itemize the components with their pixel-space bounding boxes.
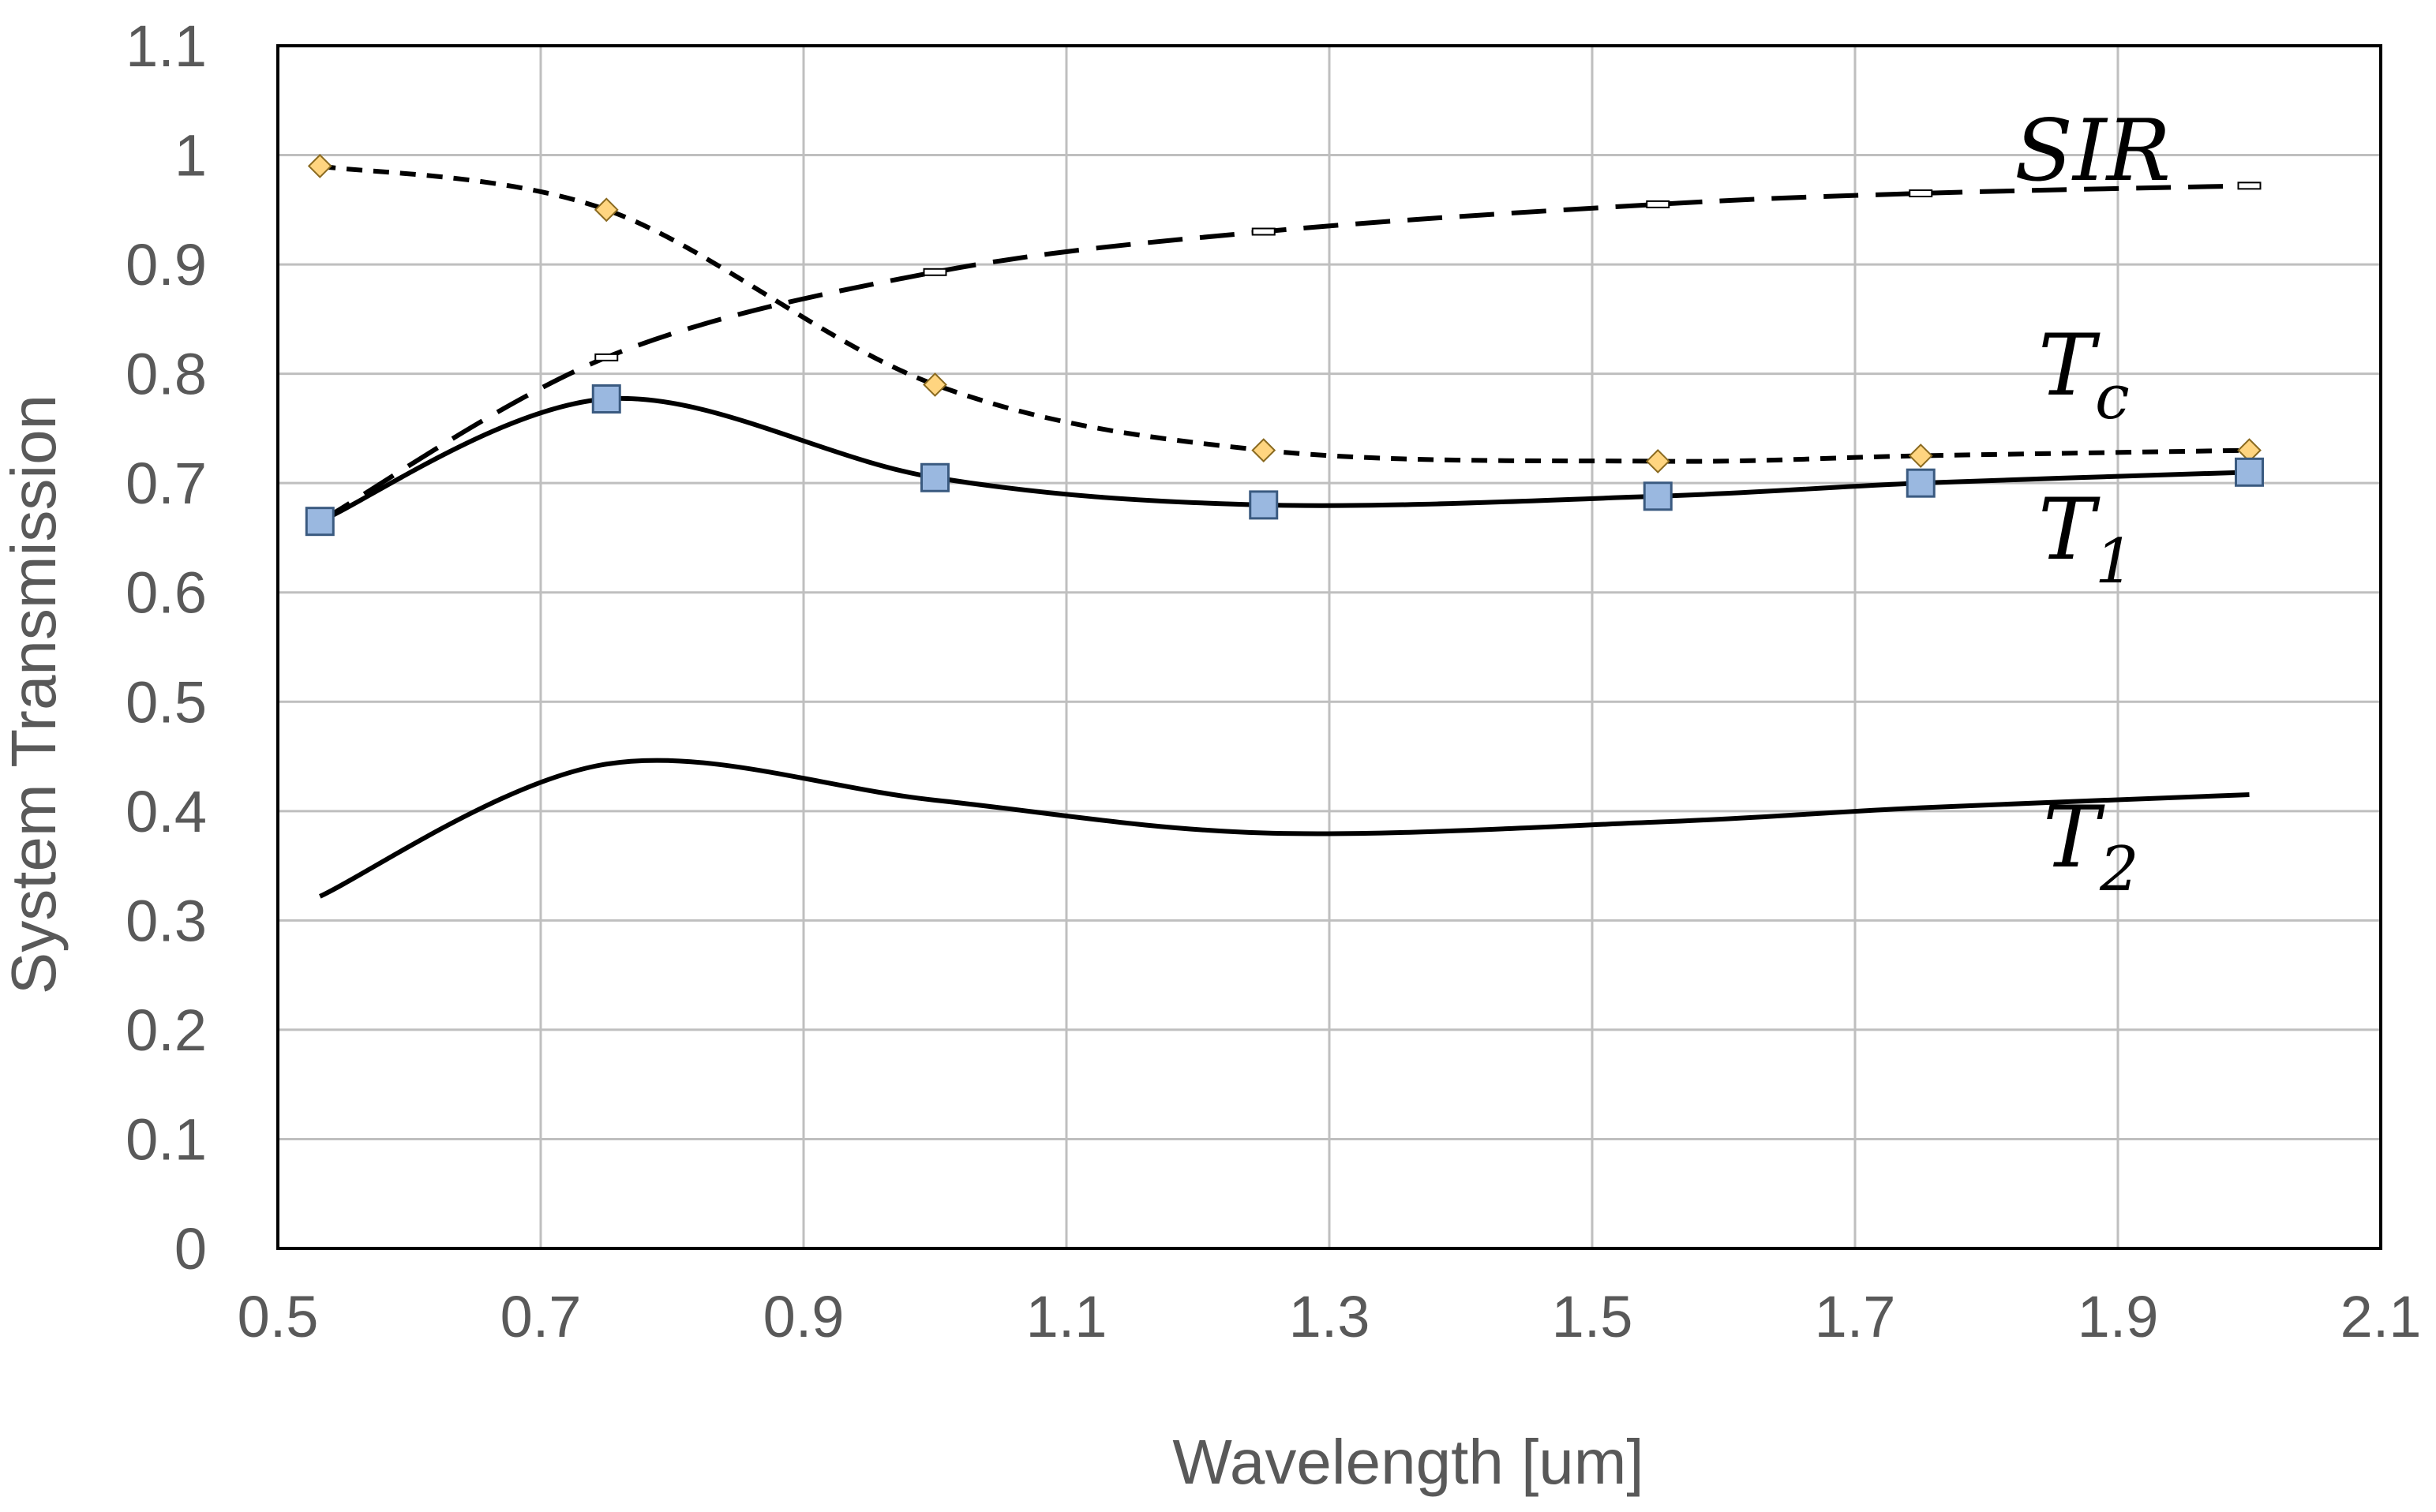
x-axis-title: Wavelength [um] <box>1172 1427 1643 1497</box>
series-label-sir: SIR <box>2014 102 2171 200</box>
y-tick-label: 0.8 <box>126 342 207 407</box>
series-label-tc: Tc <box>2038 316 2130 433</box>
series-line-t2 <box>319 758 2250 899</box>
y-tick-label: 0.9 <box>126 232 207 298</box>
y-tick-label: 1 <box>174 123 207 189</box>
x-tick-label: 0.9 <box>763 1284 845 1349</box>
grid <box>276 44 2382 1250</box>
y-axis-title: System Transmission <box>0 395 69 994</box>
x-tick-label: 1.5 <box>1552 1284 1633 1349</box>
y-tick-label: 0.3 <box>126 888 207 953</box>
series-label-main: T <box>2043 788 2105 887</box>
data-point-sir <box>923 268 947 276</box>
y-tick-label: 0.4 <box>126 779 207 844</box>
data-point-tc <box>923 372 947 397</box>
y-tick-label: 0.1 <box>126 1106 207 1172</box>
data-point-t1 <box>305 507 335 537</box>
tick-labels: 0.5 0.7 0.9 1.1 1.3 1.5 1.7 1.9 2.1 0 0.1 0.2 0.3 0.4… <box>126 13 2421 1349</box>
y-tick-label: 0 <box>174 1216 207 1282</box>
series-label-main: SIR <box>2014 102 2171 200</box>
data-point-sir <box>1909 189 1933 198</box>
y-tick-label: 0.7 <box>126 451 207 516</box>
data-point-t1 <box>1906 468 1936 498</box>
series-label-main: T <box>2038 316 2101 415</box>
series-label-t1: T1 <box>2038 481 2134 597</box>
data-point-t1 <box>591 384 621 414</box>
y-tick-label: 1.1 <box>126 13 207 79</box>
data-point-sir <box>594 353 619 361</box>
x-tick-label: 0.7 <box>500 1284 582 1349</box>
y-tick-label: 0.6 <box>126 560 207 626</box>
x-tick-label: 0.5 <box>238 1284 319 1349</box>
data-point-tc <box>594 197 619 223</box>
series-label-main: T <box>2038 481 2101 579</box>
data-point-tc <box>1251 438 1276 463</box>
data-point-t1 <box>1643 481 1673 511</box>
y-tick-label: 0.2 <box>126 997 207 1063</box>
x-tick-label: 1.9 <box>2078 1284 2159 1349</box>
series-label-subscript: c <box>2095 362 2130 433</box>
data-point-t1 <box>1249 490 1279 520</box>
x-tick-label: 1.3 <box>1289 1284 1370 1349</box>
series-label-t2: T2 <box>2043 788 2139 905</box>
series-label-subscript: 1 <box>2095 526 2134 597</box>
data-point-t1 <box>2235 457 2264 487</box>
x-tick-label: 1.1 <box>1026 1284 1107 1349</box>
data-point-tc <box>1908 443 1933 468</box>
data-point-tc <box>1645 449 1670 473</box>
series-label-subscript: 2 <box>2099 834 2139 905</box>
data-point-sir <box>1646 200 1670 208</box>
data-point-tc <box>307 153 332 178</box>
series-markers <box>305 153 2264 537</box>
data-point-sir <box>2237 182 2262 190</box>
data-point-sir <box>1251 227 1276 236</box>
x-tick-label: 1.7 <box>1815 1284 1896 1349</box>
data-point-t1 <box>920 462 950 492</box>
plot-frame <box>276 44 2382 1250</box>
y-tick-label: 0.5 <box>126 669 207 735</box>
x-tick-label: 2.1 <box>2340 1284 2422 1349</box>
